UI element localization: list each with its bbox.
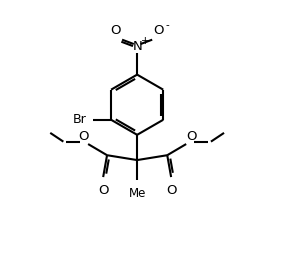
- Text: +: +: [141, 36, 149, 46]
- Text: O: O: [98, 184, 108, 197]
- Text: O: O: [153, 25, 164, 37]
- Text: -: -: [165, 20, 169, 30]
- Text: O: O: [186, 130, 196, 143]
- Text: N: N: [132, 40, 142, 53]
- Text: O: O: [110, 25, 121, 37]
- Text: Br: Br: [73, 113, 87, 126]
- Text: Me: Me: [128, 187, 146, 200]
- Text: O: O: [78, 130, 89, 143]
- Text: O: O: [166, 184, 176, 197]
